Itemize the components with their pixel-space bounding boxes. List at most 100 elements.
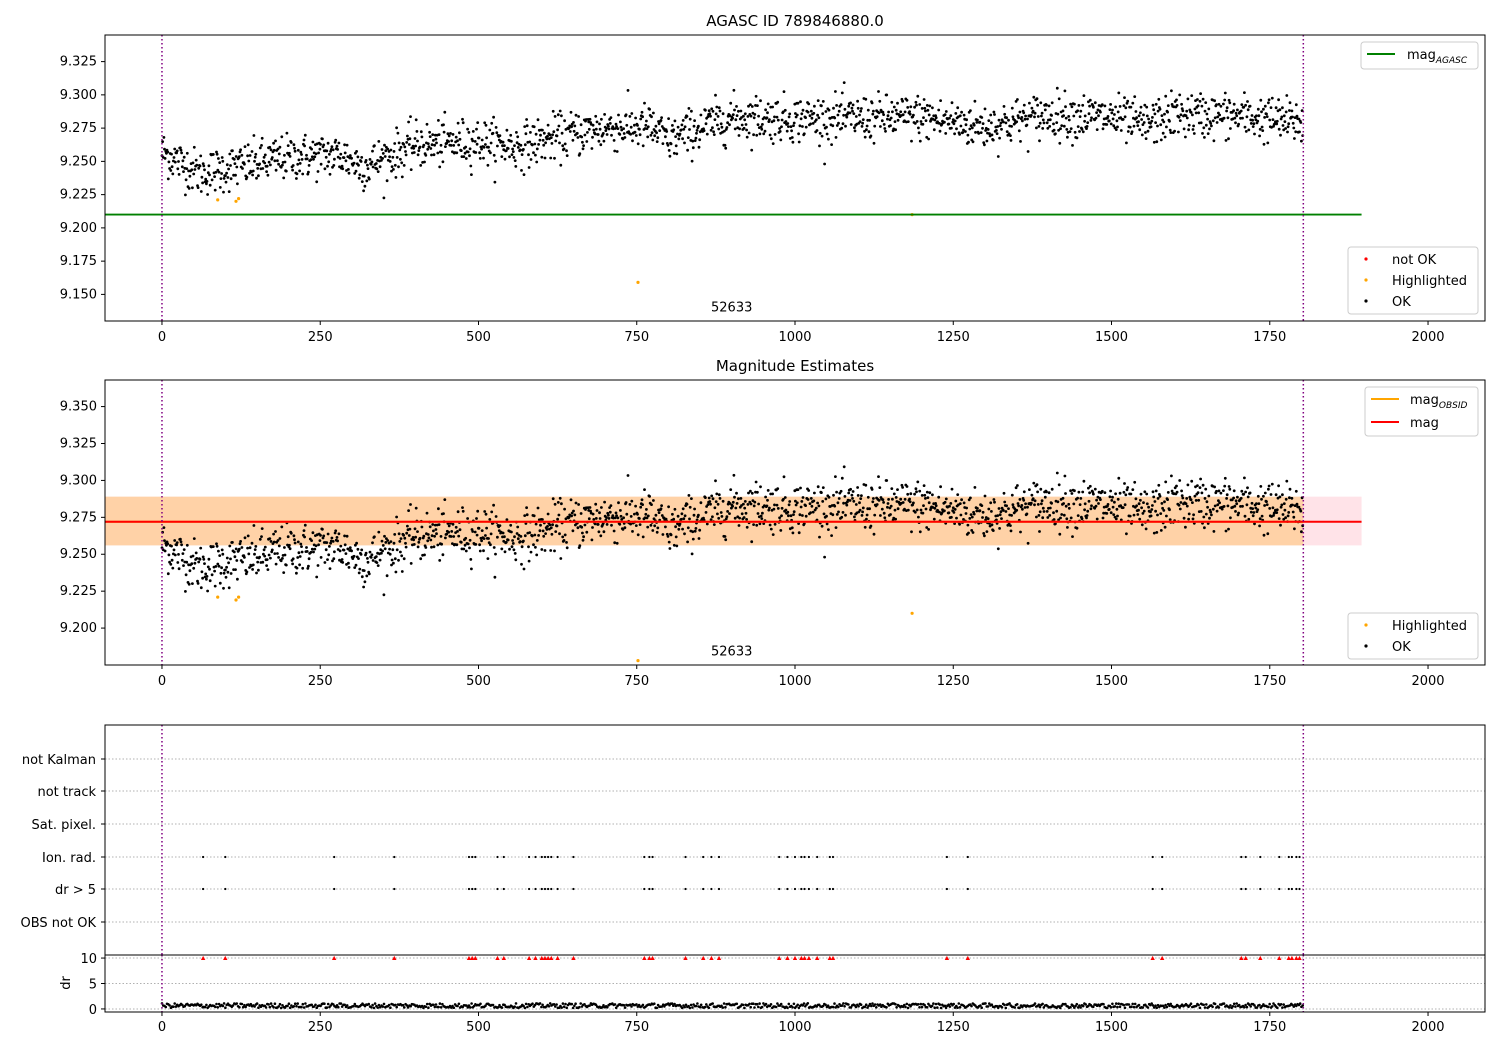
ok-point xyxy=(1052,511,1055,515)
dr-point xyxy=(1253,1004,1256,1007)
ok-point xyxy=(224,575,228,579)
dr-point xyxy=(438,1002,442,1005)
flag-marker xyxy=(648,887,651,891)
ok-point xyxy=(718,109,722,113)
dr-point xyxy=(310,1003,314,1007)
ok-point xyxy=(1181,496,1185,500)
ok-point xyxy=(1259,485,1263,488)
ok-point xyxy=(511,539,514,542)
ok-point xyxy=(576,136,580,139)
ok-point xyxy=(833,504,837,508)
ok-point xyxy=(1203,136,1206,139)
ok-point xyxy=(704,122,708,126)
ok-point xyxy=(414,535,417,539)
ok-point xyxy=(1242,492,1246,496)
ok-point xyxy=(513,552,517,555)
ok-point xyxy=(366,163,369,167)
ok-point xyxy=(834,526,838,529)
ok-point xyxy=(965,506,968,510)
flag-marker xyxy=(393,887,396,891)
ok-point xyxy=(1184,502,1188,505)
ok-point xyxy=(920,107,924,110)
ok-point xyxy=(298,169,301,173)
ok-point xyxy=(1295,502,1299,506)
dr-point xyxy=(916,1003,920,1006)
ok-point xyxy=(958,502,962,505)
ok-point xyxy=(404,150,407,153)
dr-point xyxy=(531,1002,534,1005)
ok-point xyxy=(177,173,181,176)
ok-point xyxy=(1281,513,1285,516)
ok-point xyxy=(624,113,628,117)
ok-point xyxy=(709,128,713,132)
ok-point xyxy=(1095,128,1099,132)
ok-point xyxy=(276,539,280,542)
ok-point xyxy=(1119,129,1123,132)
ok-point xyxy=(546,512,550,516)
dr-point xyxy=(484,1004,487,1007)
ok-point xyxy=(484,512,488,516)
ok-point xyxy=(191,161,195,165)
ok-point xyxy=(739,109,743,113)
ok-point xyxy=(1164,94,1168,98)
ok-point xyxy=(603,500,606,504)
ok-point xyxy=(967,531,970,535)
ok-point xyxy=(959,124,963,128)
ok-point xyxy=(636,124,639,127)
ok-point xyxy=(646,525,650,529)
ok-point xyxy=(842,465,846,469)
ok-point xyxy=(594,127,598,131)
ok-point xyxy=(1154,102,1158,106)
dr-point xyxy=(755,1002,759,1006)
ok-point xyxy=(886,114,890,118)
ok-point xyxy=(583,523,587,527)
ok-point xyxy=(922,98,926,101)
ok-point xyxy=(297,551,301,555)
ok-point xyxy=(277,162,280,166)
ok-point xyxy=(207,557,211,561)
ok-point xyxy=(659,119,663,122)
ok-point xyxy=(316,170,320,173)
ok-point xyxy=(863,135,867,139)
ok-point xyxy=(986,127,990,131)
ok-point xyxy=(182,564,185,567)
ok-point xyxy=(184,590,187,593)
ok-point xyxy=(459,149,463,153)
ok-point xyxy=(1277,517,1281,520)
ok-point xyxy=(672,151,676,155)
ok-point xyxy=(886,505,889,509)
ok-point xyxy=(799,117,803,121)
ok-point xyxy=(1107,507,1111,511)
ok-point xyxy=(917,131,921,135)
ok-point xyxy=(933,506,937,510)
ok-point xyxy=(1060,513,1064,516)
flag-marker xyxy=(684,855,687,859)
ok-point xyxy=(497,529,501,532)
ok-point xyxy=(192,537,196,540)
ok-point xyxy=(215,150,218,154)
dr-point xyxy=(653,1002,656,1005)
ok-point xyxy=(766,498,769,502)
ok-point xyxy=(233,162,237,166)
ok-point xyxy=(451,522,455,526)
ok-point xyxy=(827,495,831,499)
ok-point xyxy=(591,512,595,516)
ok-point xyxy=(1082,479,1086,483)
ok-point xyxy=(1070,105,1074,109)
ok-point xyxy=(537,143,540,146)
ok-point xyxy=(1239,109,1243,113)
ok-point xyxy=(296,162,300,166)
flag-marker xyxy=(540,855,543,859)
y-tick-label: 9.325 xyxy=(60,436,97,451)
ok-point xyxy=(416,153,420,157)
ok-point xyxy=(764,108,767,112)
ok-point xyxy=(740,123,744,127)
ok-point xyxy=(482,145,486,149)
dr-point xyxy=(1234,1005,1237,1008)
ok-point xyxy=(609,504,613,507)
ok-point xyxy=(716,512,719,516)
ok-point xyxy=(473,530,477,534)
ok-point xyxy=(1226,116,1230,120)
ok-point xyxy=(514,558,518,562)
ok-point xyxy=(500,547,504,551)
